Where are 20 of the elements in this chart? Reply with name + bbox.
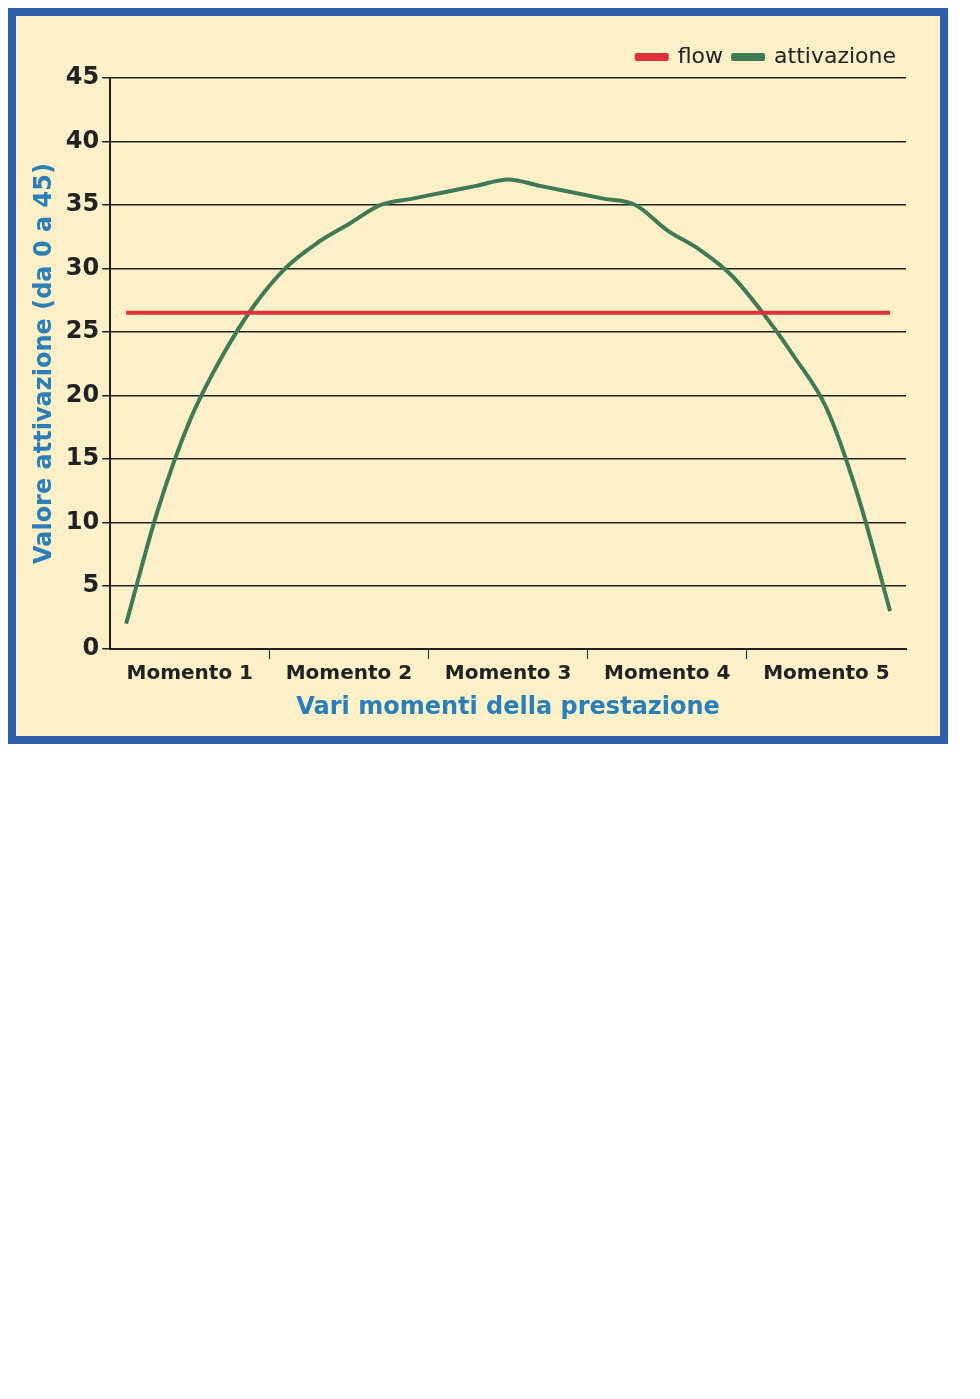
legend-label: attivazione: [774, 42, 897, 68]
x-tick-label: Momento 3: [444, 660, 572, 685]
y-tick-label: 30: [65, 252, 100, 281]
y-tick-label: 40: [65, 125, 100, 154]
y-tick-label: 45: [65, 62, 100, 91]
legend-label: flow: [677, 42, 724, 68]
y-tick-label: 10: [65, 506, 100, 535]
x-axis-title: Vari momenti della prestazione: [296, 691, 720, 720]
y-tick-label: 0: [82, 633, 100, 662]
y-tick-label: 15: [65, 443, 100, 472]
line-series: [124, 177, 893, 626]
x-tick-label: Momento 4: [604, 660, 731, 685]
y-tick-label: 20: [65, 379, 100, 408]
y-axis-title: Valore attivazione (da 0 a 45): [28, 163, 57, 565]
x-tick-label: Momento 1: [126, 660, 254, 685]
y-tick-label: 5: [82, 569, 100, 598]
y-tick-label: 25: [65, 316, 100, 345]
y-tick-label: 35: [65, 189, 100, 218]
x-tick-label: Momento 2: [285, 660, 413, 685]
x-tick-label: Momento 5: [763, 660, 890, 685]
